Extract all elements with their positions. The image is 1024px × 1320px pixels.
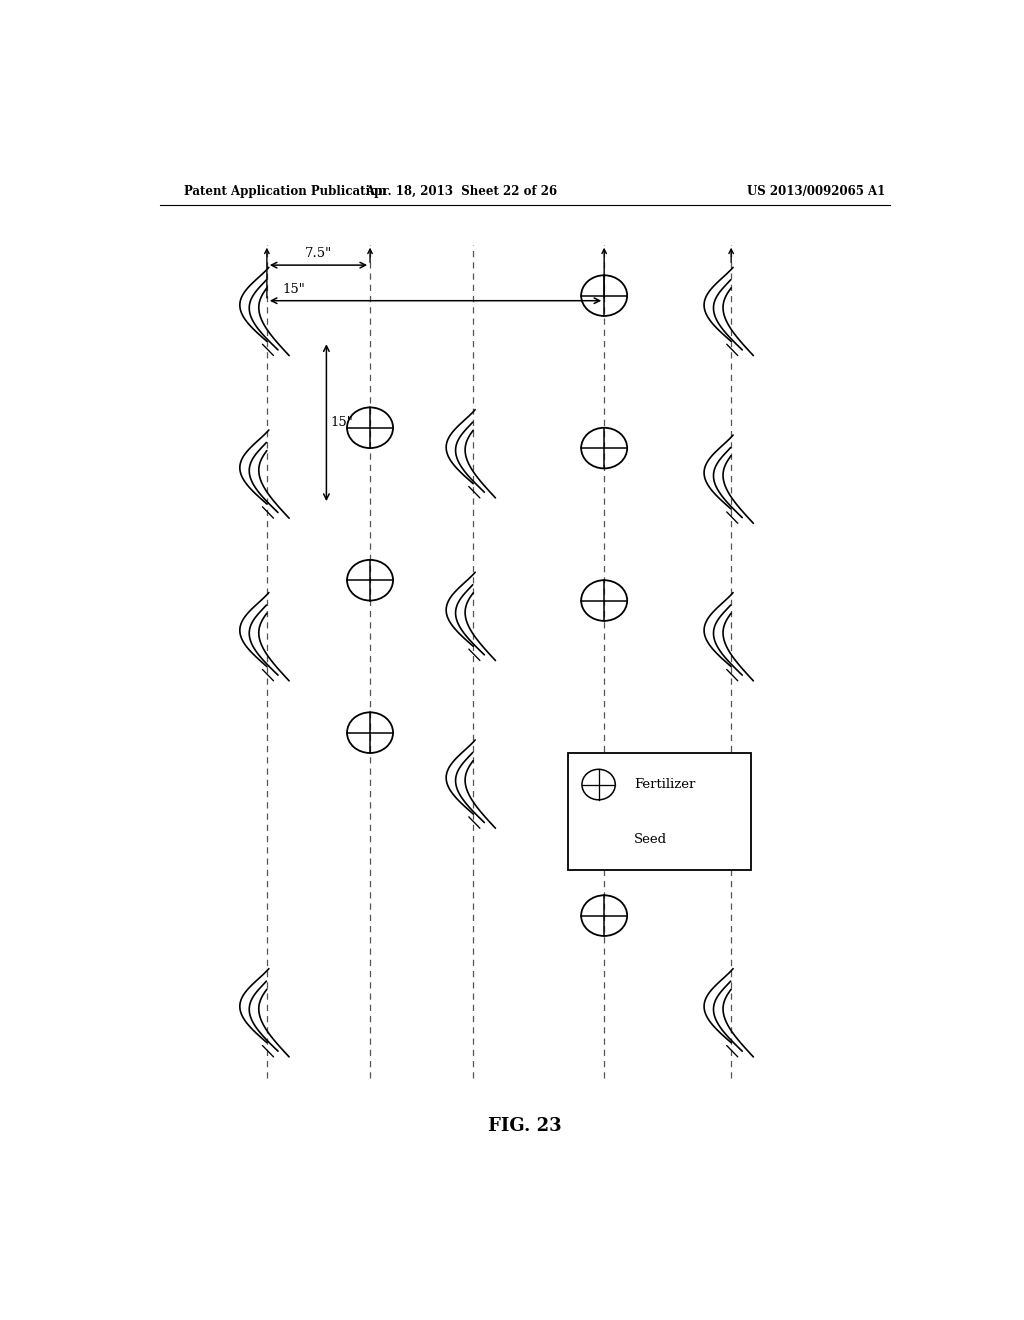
Text: Fertilizer: Fertilizer bbox=[634, 777, 695, 791]
Text: Apr. 18, 2013  Sheet 22 of 26: Apr. 18, 2013 Sheet 22 of 26 bbox=[366, 185, 557, 198]
Text: Seed: Seed bbox=[634, 833, 668, 846]
Text: 15": 15" bbox=[283, 282, 305, 296]
Text: Patent Application Publication: Patent Application Publication bbox=[183, 185, 386, 198]
Text: 15": 15" bbox=[331, 416, 353, 429]
Text: FIG. 23: FIG. 23 bbox=[488, 1117, 561, 1135]
Text: US 2013/0092065 A1: US 2013/0092065 A1 bbox=[748, 185, 886, 198]
FancyBboxPatch shape bbox=[568, 752, 751, 870]
Text: 7.5": 7.5" bbox=[305, 247, 332, 260]
